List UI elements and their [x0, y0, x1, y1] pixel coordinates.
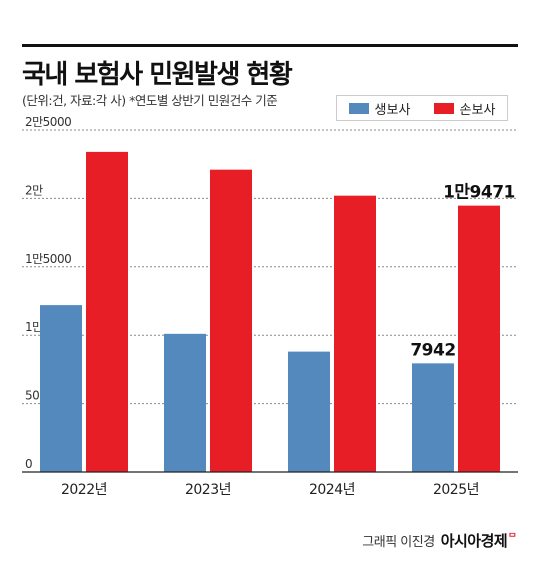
y-tick-label: 1만: [25, 320, 43, 334]
legend-item-nonlife: 손보사: [433, 99, 496, 118]
y-tick-label: 2만5000: [25, 115, 71, 129]
legend-label-nonlife: 손보사: [459, 102, 496, 118]
bar-nonlife: [458, 205, 500, 472]
credit-text: 그래픽 이진경: [362, 535, 435, 550]
bar-life: [412, 363, 454, 472]
brand-mark-icon: ᄆ: [508, 533, 516, 543]
legend: 생보사 손보사: [336, 95, 508, 121]
y-tick-label: 2만: [25, 183, 43, 197]
chart-subtitle: (단위:건, 자료:각 사) *연도별 상반기 민원건수 기준: [22, 93, 278, 108]
data-label: 1만9471: [443, 183, 515, 203]
legend-item-life: 생보사: [348, 99, 411, 118]
legend-swatch-life: [348, 102, 369, 114]
brand-logo: 아시아경제ᄆ: [440, 530, 517, 551]
bar-nonlife: [86, 151, 128, 472]
data-label: 7942: [410, 340, 455, 360]
bar-life: [40, 305, 82, 472]
y-tick-label: 0: [25, 457, 32, 471]
x-tick-label: 2025년: [433, 482, 479, 498]
y-tick-label: 1만5000: [25, 252, 71, 266]
top-rule: [22, 44, 518, 47]
credit: 그래픽 이진경 아시아경제ᄆ: [362, 530, 516, 551]
brand-name: 아시아경제: [440, 532, 508, 550]
bar-nonlife: [334, 195, 376, 472]
legend-swatch-nonlife: [433, 102, 454, 114]
legend-label-life: 생보사: [374, 102, 411, 118]
x-tick-label: 2023년: [185, 482, 231, 498]
x-tick-label: 2024년: [309, 482, 355, 498]
x-tick-label: 2022년: [61, 482, 107, 498]
bar-life: [288, 351, 330, 472]
bar-life: [164, 333, 206, 472]
bar-nonlife: [210, 169, 252, 472]
chart-title: 국내 보험사 민원발생 현황: [22, 60, 293, 90]
